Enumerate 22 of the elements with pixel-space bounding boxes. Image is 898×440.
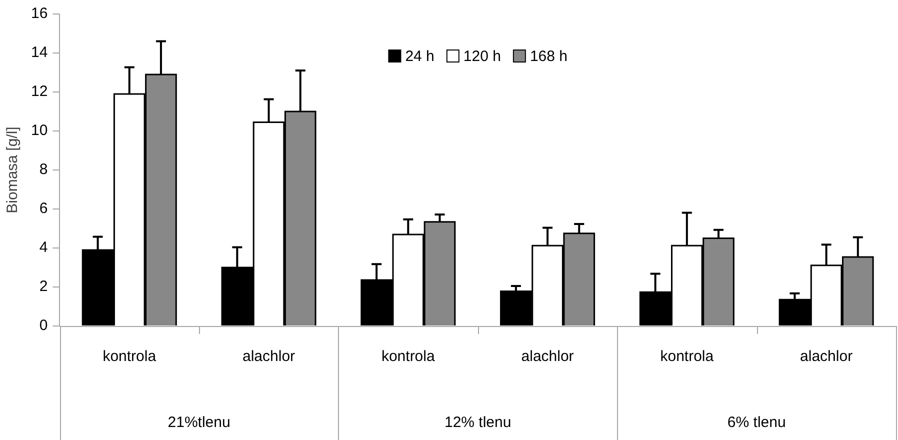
x-tick-label: kontrola xyxy=(381,348,436,366)
x-tick-label: alachlor xyxy=(521,348,574,366)
x-tick-label: kontrola xyxy=(102,348,157,366)
y-tick-label: 10 xyxy=(30,122,48,140)
x-tick-label: alachlor xyxy=(800,348,853,366)
y-tick-label: 12 xyxy=(30,83,48,100)
legend-label: 24 h xyxy=(405,48,434,66)
text: 12% tlenu xyxy=(444,414,512,432)
y-axis-title: Biomasa [g/l] xyxy=(4,126,22,214)
y-tick-label: 0 xyxy=(39,317,48,334)
y-tick-label: 4 xyxy=(39,239,48,256)
y-tick-label: 6 xyxy=(39,200,48,218)
y-tick-label: 14 xyxy=(30,44,48,62)
y-tick-label: 8 xyxy=(39,161,48,178)
y-tick-label: 2 xyxy=(39,278,48,296)
text: 6% tlenu xyxy=(727,414,786,432)
x-tick-label: alachlor xyxy=(242,348,296,366)
y-tick-label: 16 xyxy=(30,5,48,22)
legend-label: 168 h xyxy=(530,48,568,66)
text: 21%tlenu xyxy=(168,414,230,432)
legend-label: 120 h xyxy=(463,48,501,66)
x-tick-label: kontrola xyxy=(660,348,714,366)
